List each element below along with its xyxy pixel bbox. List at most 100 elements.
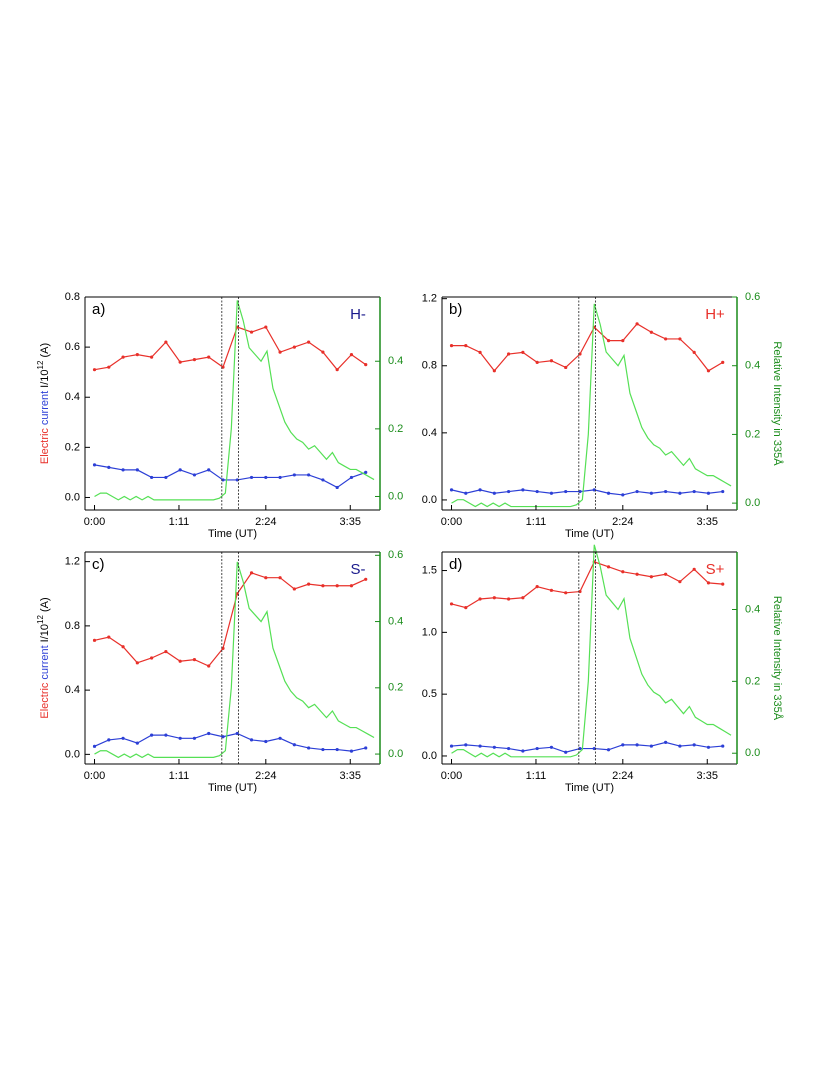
point	[321, 747, 325, 752]
point	[692, 743, 696, 747]
point	[92, 638, 97, 642]
point	[335, 747, 339, 752]
point	[278, 576, 282, 580]
point	[649, 491, 653, 495]
point	[192, 736, 197, 740]
y-tick-label: 0.0	[422, 494, 437, 506]
series-line	[451, 323, 724, 372]
y-axis-label: Electric current I/1012 (A)	[36, 597, 51, 718]
point	[706, 745, 711, 749]
x-tick-label: 1:11	[526, 516, 547, 528]
point	[364, 577, 368, 581]
point	[107, 465, 111, 469]
point	[507, 746, 511, 751]
point	[121, 355, 125, 359]
point	[507, 489, 511, 494]
y-axis-label: Electric current I/1012 (A)	[36, 343, 51, 464]
point	[292, 473, 296, 477]
point	[635, 489, 639, 494]
point	[621, 570, 625, 574]
point	[321, 584, 325, 588]
series-line	[94, 326, 367, 371]
y-tick-label: 0.0	[65, 748, 80, 760]
point	[307, 582, 311, 586]
point	[664, 740, 668, 744]
point	[264, 475, 268, 480]
point	[92, 744, 97, 748]
point	[135, 468, 139, 472]
point	[292, 743, 296, 747]
panel-label: c)	[92, 556, 105, 573]
x-tick-label: 0:00	[441, 516, 462, 528]
y2-tick-label: 0.4	[388, 615, 403, 627]
y2-tick-label: 0.2	[745, 675, 760, 687]
point	[521, 596, 525, 600]
x-tick-label: 3:35	[340, 516, 361, 528]
point	[721, 582, 725, 586]
point	[449, 602, 454, 606]
panel-label: a)	[92, 301, 105, 318]
y2-tick-label: 0.4	[388, 355, 403, 367]
point	[178, 659, 182, 663]
point	[464, 491, 468, 495]
x-tick-label: 0:00	[441, 770, 462, 782]
series-line	[94, 732, 366, 752]
x-tick-label: 2:24	[255, 770, 276, 782]
y-axis-label-part: Electric	[39, 428, 51, 465]
y-tick-label: 1.2	[65, 556, 80, 568]
x-tick-label: 1:11	[526, 770, 547, 782]
x-tick-label: 0:00	[84, 516, 105, 528]
point	[449, 744, 454, 748]
point	[107, 738, 111, 742]
point	[164, 340, 168, 344]
y-axis-label-part: (A)	[39, 343, 51, 358]
y-tick-label: 1.2	[422, 293, 437, 305]
point	[635, 743, 639, 747]
y-tick-label: 1.0	[422, 626, 437, 638]
y-tick-label: 0.0	[422, 750, 437, 762]
y-axis-label-part: I/10	[39, 624, 51, 642]
point	[349, 749, 354, 753]
x-tick-label: 1:11	[169, 516, 190, 528]
point	[464, 606, 468, 610]
point	[192, 473, 197, 477]
x-tick-label: 2:24	[612, 770, 633, 782]
point	[207, 355, 211, 359]
point	[349, 353, 354, 357]
y-tick-label: 0.8	[422, 360, 437, 372]
point	[135, 741, 139, 745]
y-tick-label: 0.4	[422, 427, 437, 439]
point	[521, 488, 525, 492]
y-axis-label-part: current	[39, 391, 51, 425]
point	[449, 488, 454, 492]
y-axis-label-part: (A)	[39, 597, 51, 612]
point	[264, 739, 268, 744]
point	[635, 572, 639, 576]
point	[564, 489, 568, 494]
y-axis-label-part: 12	[36, 615, 45, 624]
y2-tick-label: 0.4	[745, 603, 760, 615]
series-line	[94, 572, 366, 667]
point	[121, 645, 125, 649]
y2-tick-label: 0.6	[745, 291, 760, 303]
y-tick-label: 0.6	[65, 341, 80, 353]
y2-tick-label: 0.0	[745, 497, 760, 509]
point	[150, 475, 154, 480]
point	[364, 470, 368, 475]
point	[207, 468, 211, 472]
point	[635, 322, 639, 326]
y2-tick-label: 0.4	[745, 360, 760, 372]
point	[307, 746, 311, 750]
point	[507, 597, 511, 601]
point	[449, 344, 454, 348]
x-axis-label: Time (UT)	[208, 782, 257, 794]
y2-tick-label: 0.0	[745, 747, 760, 759]
y-tick-label: 0.4	[65, 391, 80, 403]
point	[721, 360, 725, 365]
point	[278, 350, 282, 354]
x-tick-label: 2:24	[255, 516, 276, 528]
series-line	[451, 489, 723, 496]
panel-label: d)	[449, 556, 462, 573]
point	[678, 337, 682, 341]
